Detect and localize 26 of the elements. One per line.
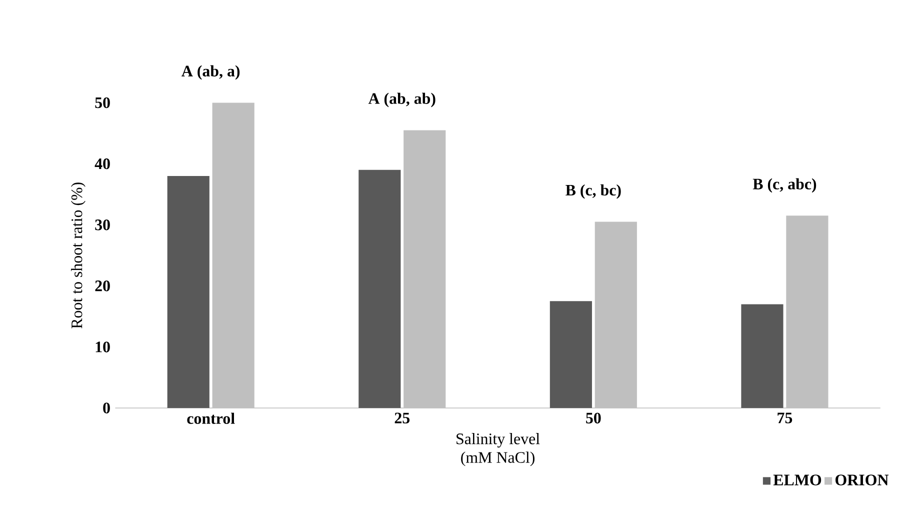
x-axis-title: Salinity level (mM NaCl)	[456, 432, 540, 466]
legend-label: ELMO	[773, 474, 822, 486]
y-tick-label: 10	[96, 341, 110, 352]
bar	[594, 222, 637, 408]
x-tick-label: control	[187, 412, 235, 424]
y-tick-label: 40	[94, 158, 110, 169]
annotation: B (c, bc)	[566, 184, 621, 199]
annotation: A (ab, ab)	[368, 92, 436, 108]
bar	[212, 102, 254, 408]
text: A (ab, a)	[182, 65, 240, 80]
bar	[741, 304, 784, 408]
bar	[167, 176, 210, 408]
bar	[404, 130, 446, 408]
legend-label: ORION	[836, 474, 889, 486]
y-tick-label: 50	[95, 97, 110, 108]
x-tick-label: 50	[586, 412, 601, 424]
bar	[550, 300, 592, 408]
y-axis-title: Root to shoot ratio (%)	[71, 182, 86, 328]
x-tick-label: 75	[778, 412, 792, 424]
x-tick-label: 25	[394, 412, 410, 424]
bar	[358, 170, 401, 408]
y-tick-label: 0	[103, 402, 110, 414]
y-tick-label: 20	[95, 280, 110, 292]
y-tick-label: 30	[95, 219, 110, 230]
bar	[786, 215, 828, 408]
annotation: B (c, abc)	[752, 178, 816, 192]
